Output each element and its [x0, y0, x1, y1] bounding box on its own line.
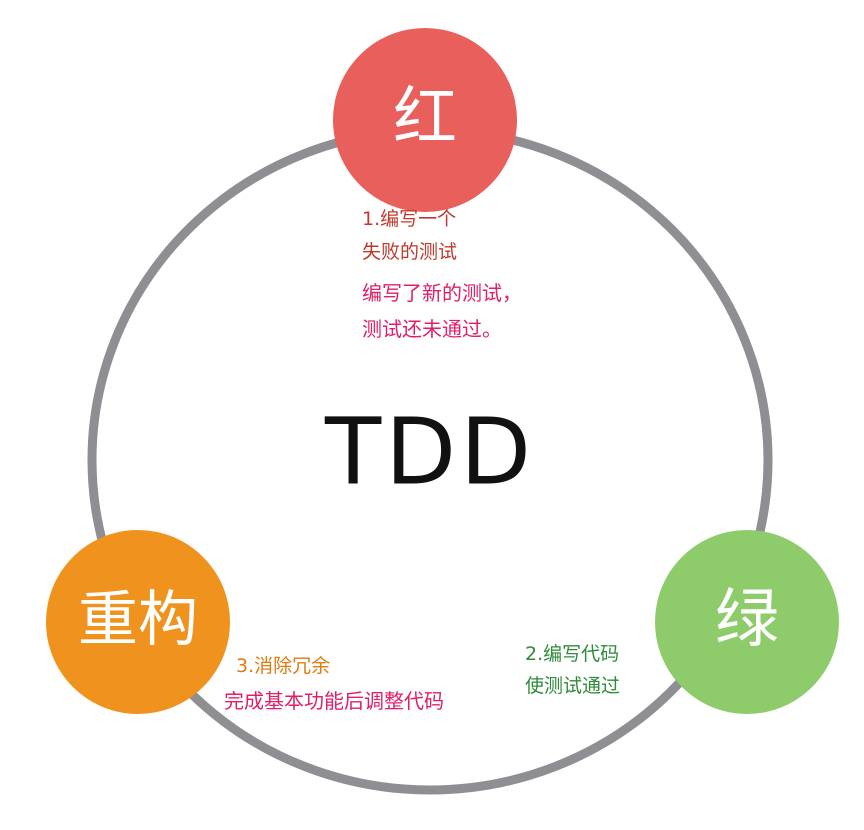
- refactor-step: 3.消除冗余: [236, 655, 330, 677]
- green-node-label: 绿: [715, 583, 779, 657]
- refactor-node-label: 重构: [78, 585, 198, 655]
- green-node-circle: [655, 530, 839, 714]
- red-node: 红: [333, 28, 517, 212]
- red-desc-line2: 测试还未通过。: [362, 317, 502, 341]
- refactor-node: 重构: [46, 530, 230, 714]
- center-label: TDD: [324, 399, 535, 506]
- green-node: 绿: [655, 530, 839, 714]
- red-step-line2: 失败的测试: [362, 241, 457, 263]
- refactor-node-circle: [46, 530, 230, 714]
- red-node-circle: [333, 28, 517, 212]
- red-step-line1: 1.编写一个: [362, 208, 456, 230]
- green-step-line2: 使测试通过: [525, 675, 620, 697]
- red-desc-line1: 编写了新的测试，: [362, 281, 522, 305]
- refactor-desc: 完成基本功能后调整代码: [224, 689, 444, 713]
- green-step-line1: 2.编写代码: [525, 643, 619, 665]
- red-node-label: 红: [393, 81, 457, 155]
